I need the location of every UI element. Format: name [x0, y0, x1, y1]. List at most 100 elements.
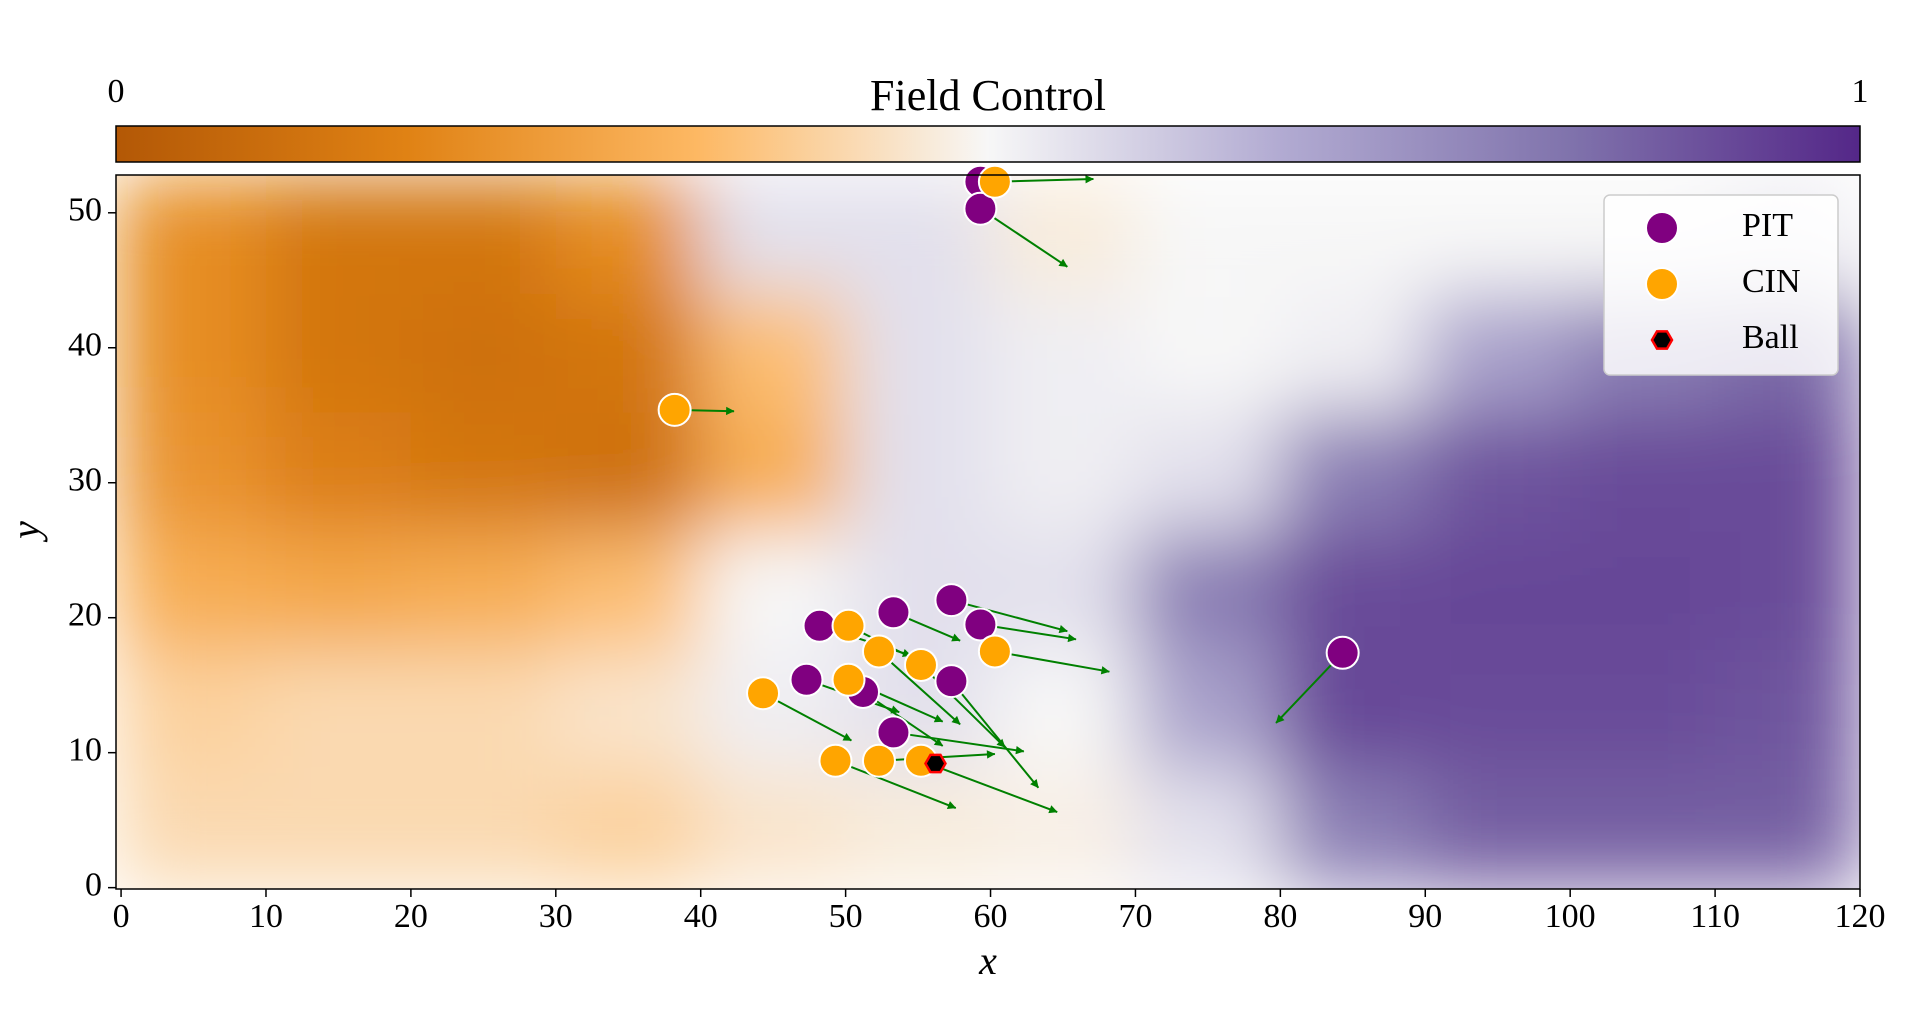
velocity-arrow — [950, 680, 1040, 789]
velocity-arrow — [878, 650, 961, 726]
heatmap-cell — [265, 412, 412, 532]
heatmap-cell — [1425, 768, 1571, 889]
player — [977, 164, 1012, 199]
x-tick-label: 10 — [249, 898, 283, 935]
legend-label: CIN — [1742, 263, 1801, 300]
heatmap-cell — [845, 768, 992, 889]
heatmap-cell — [116, 768, 267, 889]
player — [802, 608, 837, 643]
x-tick-label: 20 — [394, 898, 428, 935]
player — [818, 743, 853, 778]
heatmap-cell — [1715, 650, 1860, 770]
player — [963, 191, 998, 226]
heatmap-cell — [990, 768, 1136, 889]
heatmap-cell — [700, 412, 847, 532]
player — [977, 634, 1012, 669]
heatmap-cell — [990, 293, 1136, 414]
heatmap-cell — [410, 293, 557, 414]
heatmap-cell — [1280, 293, 1426, 414]
colorbar-max: 1 — [1852, 73, 1869, 110]
x-tick-label: 70 — [1118, 898, 1152, 935]
heatmap-cell — [410, 531, 557, 651]
player — [903, 647, 938, 682]
y-tick-label: 50 — [68, 192, 102, 229]
heatmap-cell — [1135, 531, 1281, 651]
player — [789, 662, 824, 697]
heatmap-cells — [116, 175, 1860, 889]
x-tick-label: 110 — [1690, 898, 1740, 935]
heatmap-cell — [1280, 175, 1426, 295]
x-tick-label: 100 — [1545, 898, 1596, 935]
heatmap-cell — [1280, 412, 1426, 532]
heatmap-cell — [555, 650, 702, 770]
heatmap-cell — [845, 412, 992, 532]
colorbar-title: Field Control — [870, 71, 1106, 120]
points — [657, 164, 1360, 778]
y-axis-label: y — [3, 521, 48, 543]
player — [934, 583, 969, 618]
legend-marker — [1650, 330, 1674, 350]
x-tick-label: 40 — [684, 898, 718, 935]
colorbar-min: 0 — [108, 73, 125, 110]
heatmap-cell — [116, 412, 267, 532]
player — [1325, 635, 1360, 670]
heatmap-cell — [116, 175, 267, 295]
heatmap-cell — [1135, 175, 1281, 295]
heatmap-cell — [1135, 293, 1281, 414]
x-tick-label: 120 — [1835, 898, 1886, 935]
legend-box — [1603, 194, 1839, 376]
heatmap-cell — [1715, 768, 1860, 889]
heatmap-cell — [265, 768, 412, 889]
heatmap-cell — [700, 293, 847, 414]
heatmap-cell — [410, 412, 557, 532]
heatmap-cell — [1135, 650, 1281, 770]
heatmap-cell — [700, 175, 847, 295]
x-tick-label: 30 — [539, 898, 573, 935]
colorbar — [115, 125, 1861, 163]
heatmap-cell — [1135, 412, 1281, 532]
ball — [924, 753, 947, 774]
heatmap-cell — [1570, 412, 1716, 532]
heatmap-cell — [990, 531, 1136, 651]
heatmap-cell — [845, 293, 992, 414]
heatmap-cell — [1570, 650, 1716, 770]
heatmap-cell — [1280, 768, 1426, 889]
heatmap-cell — [410, 175, 557, 295]
heatmap-cell — [700, 768, 847, 889]
heatmap-cell — [116, 293, 267, 414]
y-tick-label: 0 — [85, 866, 102, 903]
heatmap-cell — [555, 175, 702, 295]
heatmap — [116, 175, 1860, 889]
heatmap-cell — [265, 293, 412, 414]
player — [831, 662, 866, 697]
heatmap-cell — [1715, 531, 1860, 651]
y-tick-label: 10 — [68, 731, 102, 768]
heatmap-cell — [116, 531, 267, 651]
x-axis-label: x — [978, 938, 997, 983]
x-tick-label: 90 — [1408, 898, 1442, 935]
legend-marker — [1645, 211, 1679, 245]
player — [746, 676, 781, 711]
heatmap-cell — [555, 768, 702, 889]
player — [963, 607, 998, 642]
legend-label: PIT — [1742, 207, 1793, 244]
player — [657, 392, 692, 427]
x-tick-label: 50 — [829, 898, 863, 935]
heatmap-cell — [1425, 293, 1571, 414]
heatmap-cell — [410, 650, 557, 770]
heatmap-cell — [1715, 412, 1860, 532]
y-tick-label: 20 — [68, 597, 102, 634]
heatmap-cell — [265, 650, 412, 770]
heatmap-cell — [990, 412, 1136, 532]
plot-frame — [115, 174, 1861, 890]
heatmap-cell — [1570, 531, 1716, 651]
velocity-arrow — [835, 759, 957, 809]
velocity-arrow — [893, 731, 1025, 755]
heatmap-cell — [845, 175, 992, 295]
y-tick-label: 30 — [68, 462, 102, 499]
player — [934, 664, 969, 699]
legend-marker — [1645, 267, 1679, 301]
x-tick-label: 0 — [113, 898, 130, 935]
velocity-arrow — [951, 599, 1068, 634]
